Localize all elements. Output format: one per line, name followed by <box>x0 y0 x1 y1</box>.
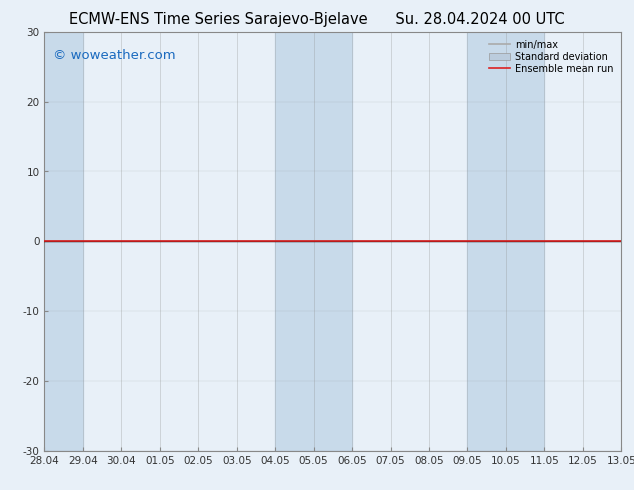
Text: ECMW-ENS Time Series Sarajevo-Bjelave      Su. 28.04.2024 00 UTC: ECMW-ENS Time Series Sarajevo-Bjelave Su… <box>69 12 565 27</box>
Text: © woweather.com: © woweather.com <box>53 49 176 62</box>
Legend: min/max, Standard deviation, Ensemble mean run: min/max, Standard deviation, Ensemble me… <box>486 37 616 76</box>
Bar <box>44 32 83 451</box>
Bar <box>467 32 545 451</box>
Bar <box>275 32 352 451</box>
